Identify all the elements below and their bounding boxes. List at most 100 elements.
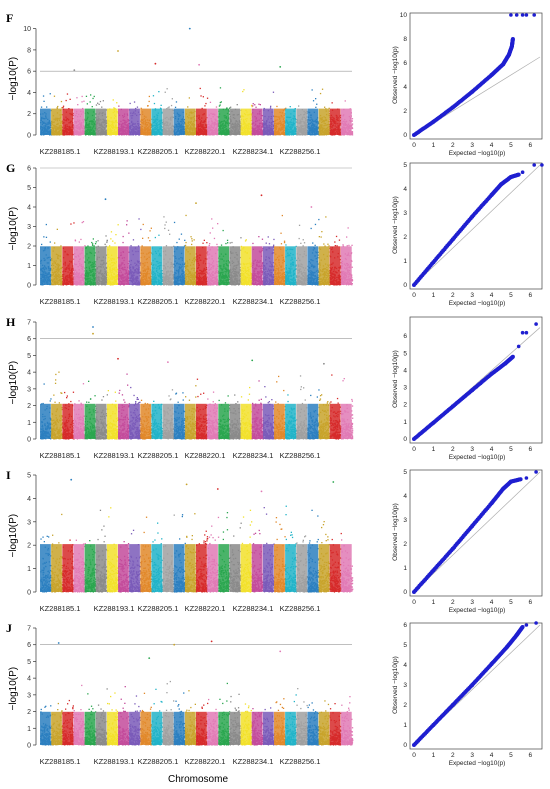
snp-point [351,134,354,136]
snp-point [93,95,95,98]
qq-y-tick-label: 4 [403,84,407,91]
y-tick-label: 6 [27,69,31,76]
panel-letter: F [6,11,13,25]
snp-point [262,132,264,134]
snp-point [40,106,43,108]
snp-point [140,107,142,109]
qq-point [524,13,529,17]
snp-point [92,97,94,100]
snp-point [113,107,115,109]
snp-point [315,98,317,100]
qq-x-tick-label: 0 [412,142,416,149]
top-hit-point [198,63,201,66]
snp-point [217,125,219,127]
snp-point [83,119,86,121]
manhattan-points [40,87,354,136]
snp-point [56,107,58,109]
snp-point [204,105,206,107]
snp-point [45,236,48,238]
snp-point [262,131,264,134]
snp-point [201,107,203,110]
snp-band [84,108,96,135]
snp-point [209,101,212,103]
snp-point [306,121,308,124]
snp-band [40,108,51,135]
snp-point [90,94,92,96]
snp-point [206,131,208,133]
y-tick-label: 3 [27,224,31,231]
snp-point [72,132,74,134]
chromosome-label: KZ288234.1 [233,147,274,156]
manhattan-points [40,214,354,286]
snp-point [128,128,130,130]
snp-point [316,103,318,105]
snp-point [135,107,137,110]
snp-point [42,95,45,97]
snp-point [273,130,275,132]
y-tick-label: 5 [27,185,31,192]
snp-band [184,108,196,135]
snp-point [344,100,346,102]
snp-point [351,127,353,129]
snp-point [206,131,208,134]
snp-point [328,130,331,132]
snp-point [161,121,163,124]
chromosome-label: KZ288220.1 [185,147,226,156]
qq-x-tick-label: 1 [432,142,436,149]
snp-point [340,124,342,126]
snp-band [307,108,319,135]
snp-point [184,128,186,130]
snp-point [250,104,253,107]
snp-band [218,108,230,135]
snp-band [262,108,274,135]
snp-point [174,106,177,108]
snp-point [61,134,63,136]
snp-point [261,126,264,128]
snp-point [239,122,241,124]
snp-point [50,129,52,131]
snp-point [351,123,354,125]
snp-point [236,104,238,106]
snp-point [261,125,264,127]
snp-point [106,125,108,127]
snp-point [200,95,202,97]
snp-band [162,108,174,135]
snp-point [118,105,120,107]
snp-point [239,129,242,131]
snp-point [133,101,136,103]
snp-point [242,90,244,93]
top-hit-point [188,27,191,30]
snp-point [117,133,119,135]
snp-point [168,106,170,108]
snp-point [306,119,308,121]
snp-point [230,106,232,108]
snp-point [262,119,264,121]
qq-x-tick-label: 4 [490,142,494,149]
snp-point [83,131,86,133]
snp-point [259,104,261,106]
snp-band [229,108,241,135]
snp-point [82,107,84,110]
panel-letter: G [6,161,15,175]
snp-point [321,88,324,90]
snp-point [315,106,317,108]
snp-point [86,103,88,105]
snp-point [95,104,98,106]
qq-point [532,13,536,17]
snp-point [175,101,178,103]
snp-point [199,87,201,90]
snp-point [76,97,78,99]
snp-point [69,98,71,100]
snp-point [89,101,91,103]
snp-point [81,95,83,98]
snp-point [324,106,326,108]
qq-frame [409,12,543,140]
snp-point [252,103,254,105]
snp-point [136,106,139,108]
top-hit-point [154,62,157,65]
y-tick-label: 2 [27,111,31,118]
snp-point [148,100,150,103]
snp-point [312,100,315,102]
